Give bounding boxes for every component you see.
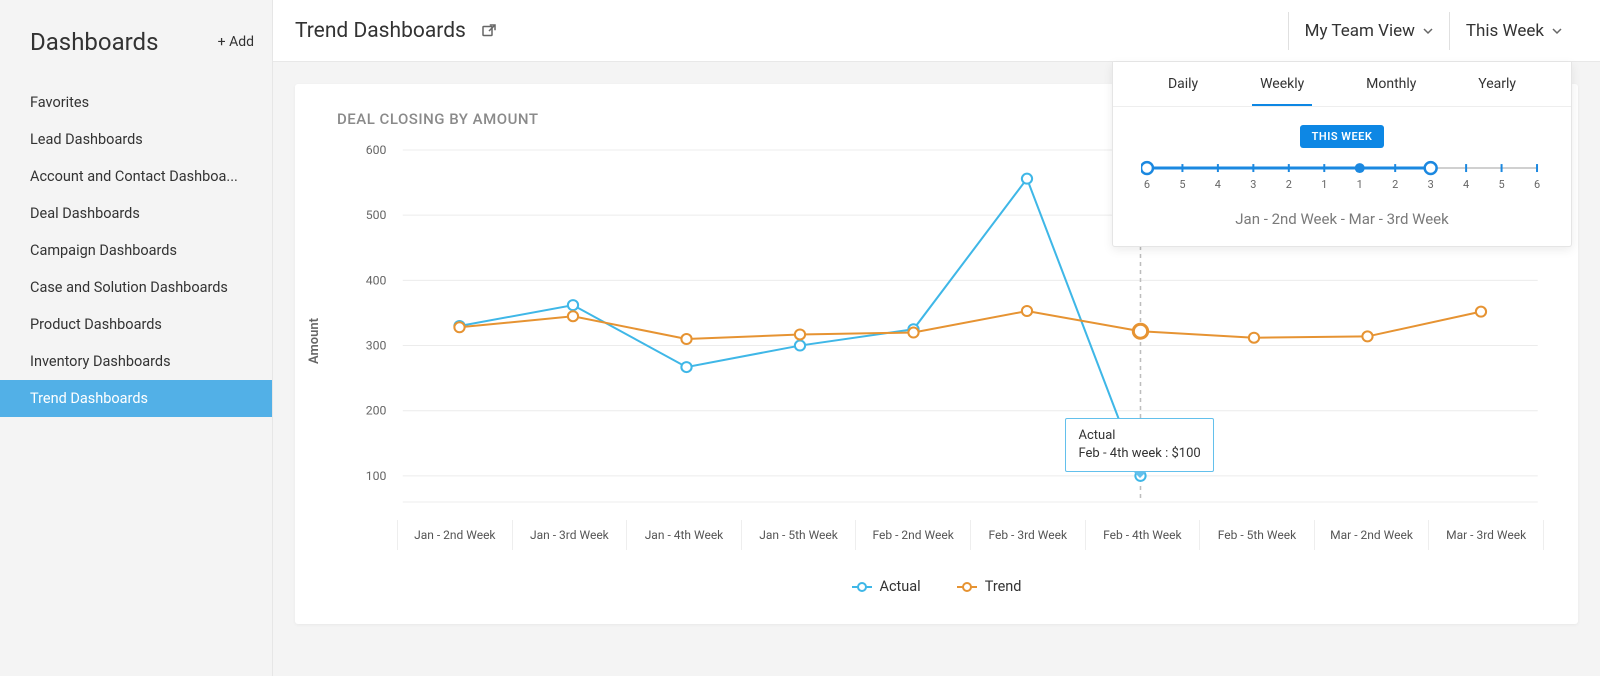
period-dropdown[interactable]: This Week bbox=[1449, 12, 1578, 50]
svg-text:1: 1 bbox=[1357, 178, 1363, 191]
add-dashboard-button[interactable]: + Add bbox=[218, 34, 254, 50]
sidebar-item[interactable]: Product Dashboards bbox=[0, 306, 272, 343]
legend-item[interactable]: Trend bbox=[957, 578, 1022, 595]
x-axis-tick-label: Jan - 5th Week bbox=[741, 520, 856, 550]
sidebar-nav: FavoritesLead DashboardsAccount and Cont… bbox=[0, 84, 272, 417]
chevron-down-icon bbox=[1423, 26, 1433, 36]
time-filter-tabs: Daily Weekly Monthly Yearly bbox=[1113, 62, 1571, 107]
svg-text:2: 2 bbox=[1286, 178, 1292, 191]
sidebar-item[interactable]: Campaign Dashboards bbox=[0, 232, 272, 269]
svg-text:1: 1 bbox=[1321, 178, 1327, 191]
tooltip-title: Actual bbox=[1078, 427, 1200, 445]
sidebar-item[interactable]: Trend Dashboards bbox=[0, 380, 272, 417]
tooltip-detail: Feb - 4th week : $100 bbox=[1078, 445, 1200, 463]
sidebar-item[interactable]: Favorites bbox=[0, 84, 272, 121]
sidebar-item[interactable]: Lead Dashboards bbox=[0, 121, 272, 158]
x-axis-tick-label: Mar - 3rd Week bbox=[1428, 520, 1544, 550]
svg-text:3: 3 bbox=[1250, 178, 1256, 191]
time-filter-badge: THIS WEEK bbox=[1300, 125, 1385, 148]
x-axis-tick-label: Feb - 3rd Week bbox=[970, 520, 1085, 550]
svg-text:600: 600 bbox=[366, 143, 387, 157]
svg-text:4: 4 bbox=[1215, 178, 1221, 191]
legend-label: Trend bbox=[985, 578, 1022, 595]
x-axis-tick-label: Jan - 2nd Week bbox=[397, 520, 512, 550]
sidebar-item[interactable]: Inventory Dashboards bbox=[0, 343, 272, 380]
svg-text:3: 3 bbox=[1428, 178, 1434, 191]
period-dropdown-label: This Week bbox=[1466, 21, 1544, 41]
sidebar-item[interactable]: Case and Solution Dashboards bbox=[0, 269, 272, 306]
view-dropdown-label: My Team View bbox=[1305, 21, 1415, 41]
time-range-label: Jan - 2nd Week - Mar - 3rd Week bbox=[1113, 210, 1571, 228]
sidebar: Dashboards + Add FavoritesLead Dashboard… bbox=[0, 0, 273, 676]
time-filter-tab[interactable]: Daily bbox=[1160, 62, 1206, 106]
open-external-icon[interactable] bbox=[480, 22, 498, 40]
chevron-down-icon bbox=[1552, 26, 1562, 36]
chart-legend: Actual Trend bbox=[323, 578, 1550, 595]
svg-text:4: 4 bbox=[1463, 178, 1469, 191]
x-axis-tick-label: Jan - 3rd Week bbox=[512, 520, 627, 550]
topbar: Trend Dashboards My Team View This Week bbox=[273, 0, 1600, 62]
x-axis-labels: Jan - 2nd WeekJan - 3rd WeekJan - 4th We… bbox=[397, 520, 1544, 550]
y-axis-label: Amount bbox=[307, 318, 322, 364]
main: Trend Dashboards My Team View This Week bbox=[273, 0, 1600, 676]
chart-tooltip: Actual Feb - 4th week : $100 bbox=[1065, 418, 1213, 472]
svg-text:400: 400 bbox=[366, 273, 387, 287]
svg-text:100: 100 bbox=[366, 469, 387, 483]
legend-label: Actual bbox=[880, 578, 921, 595]
time-range-slider[interactable]: 6 5 4 3 2 1 1 2 3 4 5 6 bbox=[1141, 158, 1543, 196]
time-filter-tab[interactable]: Weekly bbox=[1252, 62, 1312, 106]
svg-text:500: 500 bbox=[366, 208, 387, 222]
svg-text:5: 5 bbox=[1179, 178, 1185, 191]
svg-text:6: 6 bbox=[1144, 178, 1150, 191]
x-axis-tick-label: Feb - 5th Week bbox=[1199, 520, 1314, 550]
time-filter-panel: Daily Weekly Monthly Yearly THIS WEEK 6 5 4 3 2… bbox=[1112, 62, 1572, 247]
svg-text:6: 6 bbox=[1534, 178, 1540, 191]
svg-text:200: 200 bbox=[366, 404, 387, 418]
page-title: Trend Dashboards bbox=[295, 19, 466, 43]
svg-text:2: 2 bbox=[1392, 178, 1398, 191]
x-axis-tick-label: Feb - 2nd Week bbox=[855, 520, 970, 550]
sidebar-title: Dashboards bbox=[30, 28, 158, 56]
svg-text:5: 5 bbox=[1498, 178, 1504, 191]
view-dropdown[interactable]: My Team View bbox=[1288, 12, 1449, 50]
legend-swatch-icon bbox=[957, 581, 977, 593]
x-axis-tick-label: Feb - 4th Week bbox=[1085, 520, 1200, 550]
time-filter-tab[interactable]: Monthly bbox=[1358, 62, 1424, 106]
time-filter-tab[interactable]: Yearly bbox=[1470, 62, 1524, 106]
legend-item[interactable]: Actual bbox=[852, 578, 921, 595]
sidebar-item[interactable]: Account and Contact Dashboa... bbox=[0, 158, 272, 195]
x-axis-tick-label: Jan - 4th Week bbox=[626, 520, 741, 550]
x-axis-tick-label: Mar - 2nd Week bbox=[1314, 520, 1429, 550]
svg-text:300: 300 bbox=[366, 339, 387, 353]
legend-swatch-icon bbox=[852, 581, 872, 593]
sidebar-item[interactable]: Deal Dashboards bbox=[0, 195, 272, 232]
